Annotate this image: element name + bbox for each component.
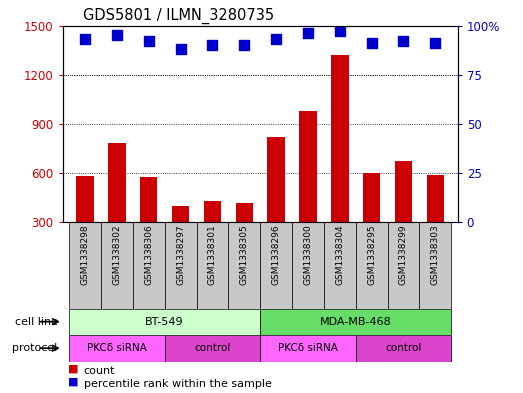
Point — [336, 28, 344, 35]
Point — [399, 38, 407, 44]
Bar — [235, 203, 253, 222]
Bar — [260, 335, 356, 362]
Bar — [356, 335, 451, 362]
Bar — [101, 222, 133, 309]
Point — [113, 32, 121, 39]
Point — [368, 40, 376, 46]
Point — [144, 38, 153, 44]
Bar — [419, 222, 451, 309]
Text: MDA-MB-468: MDA-MB-468 — [320, 317, 392, 327]
Text: GSM1338295: GSM1338295 — [367, 225, 376, 285]
Text: GSM1338303: GSM1338303 — [431, 225, 440, 285]
Bar — [69, 309, 260, 335]
Text: GSM1338305: GSM1338305 — [240, 225, 249, 285]
Text: control: control — [194, 343, 231, 353]
Bar — [69, 222, 101, 309]
Bar — [331, 55, 348, 222]
Point — [81, 36, 89, 42]
Bar — [197, 222, 229, 309]
Bar — [299, 111, 317, 222]
Text: control: control — [385, 343, 422, 353]
Text: ■: ■ — [68, 364, 78, 373]
Text: GSM1338298: GSM1338298 — [81, 225, 89, 285]
Point — [240, 42, 248, 48]
Text: GSM1338306: GSM1338306 — [144, 225, 153, 285]
Bar — [356, 222, 388, 309]
Text: GSM1338302: GSM1338302 — [112, 225, 121, 285]
Text: GSM1338296: GSM1338296 — [271, 225, 281, 285]
Bar — [140, 177, 157, 222]
Text: GSM1338301: GSM1338301 — [208, 225, 217, 285]
Text: count: count — [84, 366, 115, 376]
Bar — [203, 201, 221, 222]
Bar — [292, 222, 324, 309]
Bar — [260, 309, 451, 335]
Text: GSM1338300: GSM1338300 — [303, 225, 312, 285]
Bar — [324, 222, 356, 309]
Bar — [229, 222, 260, 309]
Point — [431, 40, 439, 46]
Text: GSM1338304: GSM1338304 — [335, 225, 344, 285]
Point — [272, 36, 280, 42]
Bar — [427, 174, 444, 222]
Text: GDS5801 / ILMN_3280735: GDS5801 / ILMN_3280735 — [83, 8, 274, 24]
Bar — [395, 162, 412, 222]
Bar — [165, 335, 260, 362]
Bar — [388, 222, 419, 309]
Text: PKCδ siRNA: PKCδ siRNA — [278, 343, 338, 353]
Bar — [133, 222, 165, 309]
Text: GSM1338297: GSM1338297 — [176, 225, 185, 285]
Bar — [267, 137, 285, 222]
Text: GSM1338299: GSM1338299 — [399, 225, 408, 285]
Text: ■: ■ — [68, 376, 78, 386]
Bar — [260, 222, 292, 309]
Text: percentile rank within the sample: percentile rank within the sample — [84, 379, 271, 389]
Bar — [165, 222, 197, 309]
Point — [176, 46, 185, 52]
Text: cell line: cell line — [15, 317, 58, 327]
Point — [304, 30, 312, 37]
Text: PKCδ siRNA: PKCδ siRNA — [87, 343, 147, 353]
Bar — [363, 173, 380, 222]
Point — [208, 42, 217, 48]
Bar — [69, 335, 165, 362]
Text: protocol: protocol — [12, 343, 58, 353]
Bar — [172, 206, 189, 222]
Bar — [108, 143, 126, 222]
Bar — [76, 176, 94, 222]
Text: BT-549: BT-549 — [145, 317, 184, 327]
